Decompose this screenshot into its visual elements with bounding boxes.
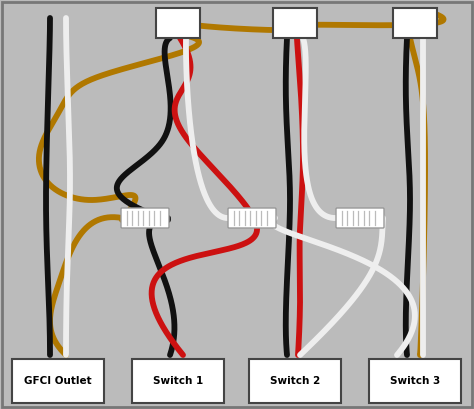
- FancyBboxPatch shape: [132, 359, 224, 403]
- FancyBboxPatch shape: [393, 8, 437, 38]
- Text: GFCI Outlet: GFCI Outlet: [24, 376, 92, 386]
- Text: Switch 2: Switch 2: [270, 376, 320, 386]
- FancyBboxPatch shape: [156, 8, 200, 38]
- FancyBboxPatch shape: [12, 359, 104, 403]
- FancyBboxPatch shape: [369, 359, 461, 403]
- FancyBboxPatch shape: [121, 208, 169, 228]
- FancyBboxPatch shape: [336, 208, 384, 228]
- FancyBboxPatch shape: [228, 208, 276, 228]
- FancyBboxPatch shape: [249, 359, 341, 403]
- Text: Switch 3: Switch 3: [390, 376, 440, 386]
- FancyBboxPatch shape: [273, 8, 317, 38]
- Text: Switch 1: Switch 1: [153, 376, 203, 386]
